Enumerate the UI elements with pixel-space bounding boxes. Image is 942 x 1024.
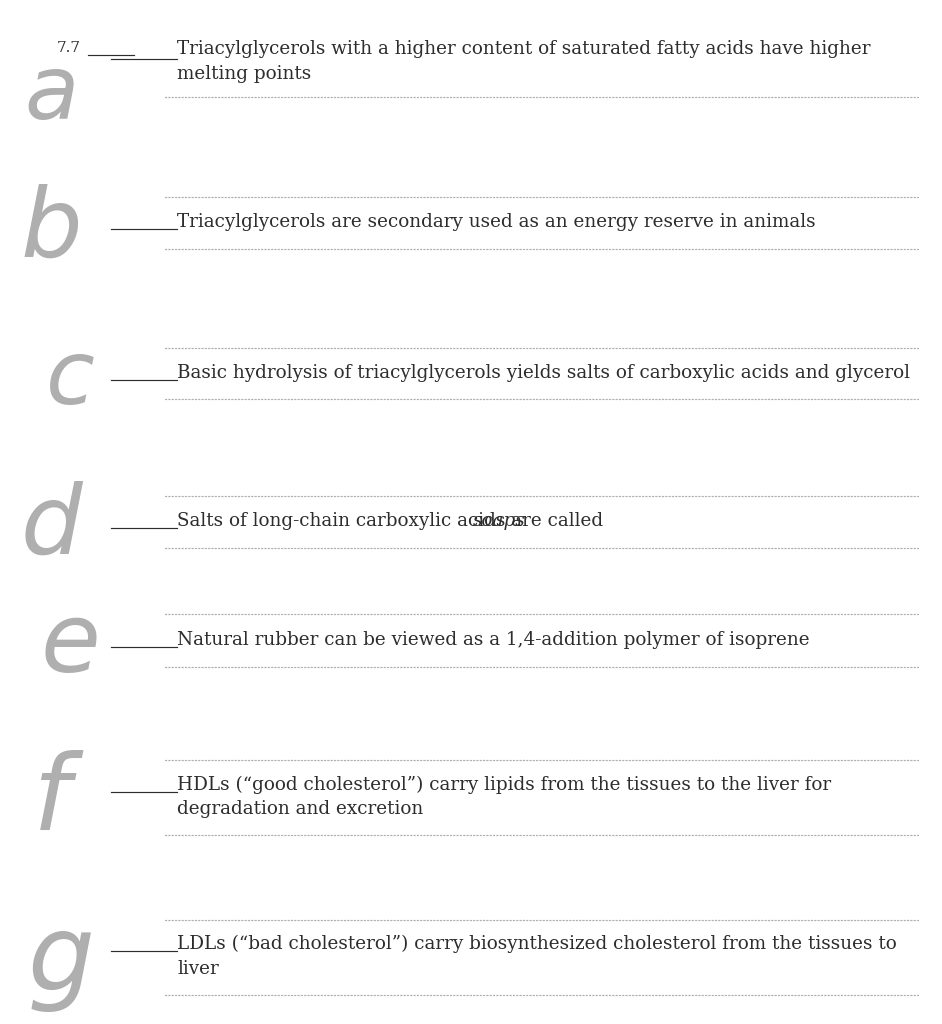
Text: f: f	[33, 750, 71, 852]
Text: soaps: soaps	[473, 512, 526, 530]
Text: g: g	[27, 909, 95, 1012]
Text: melting points: melting points	[177, 65, 312, 83]
Text: a: a	[24, 51, 79, 137]
Text: liver: liver	[177, 959, 219, 978]
Text: Triacylglycerols with a higher content of saturated fatty acids have higher: Triacylglycerols with a higher content o…	[177, 40, 870, 58]
Text: b: b	[21, 184, 83, 276]
Text: HDLs (“good cholesterol”) carry lipids from the tissues to the liver for: HDLs (“good cholesterol”) carry lipids f…	[177, 775, 831, 794]
Text: e: e	[41, 599, 101, 691]
Text: Natural rubber can be viewed as a 1,4-addition polymer of isoprene: Natural rubber can be viewed as a 1,4-ad…	[177, 631, 810, 649]
Text: LDLs (“bad cholesterol”) carry biosynthesized cholesterol from the tissues to: LDLs (“bad cholesterol”) carry biosynthe…	[177, 935, 897, 953]
Text: Basic hydrolysis of triacylglycerols yields salts of carboxylic acids and glycer: Basic hydrolysis of triacylglycerols yie…	[177, 364, 910, 382]
Text: d: d	[21, 481, 83, 573]
Text: 7.7: 7.7	[57, 41, 81, 55]
Text: c: c	[46, 336, 95, 422]
Text: Triacylglycerols are secondary used as an energy reserve in animals: Triacylglycerols are secondary used as a…	[177, 213, 816, 231]
Text: Salts of long-chain carboxylic acids are called: Salts of long-chain carboxylic acids are…	[177, 512, 609, 530]
Text: degradation and excretion: degradation and excretion	[177, 800, 423, 818]
